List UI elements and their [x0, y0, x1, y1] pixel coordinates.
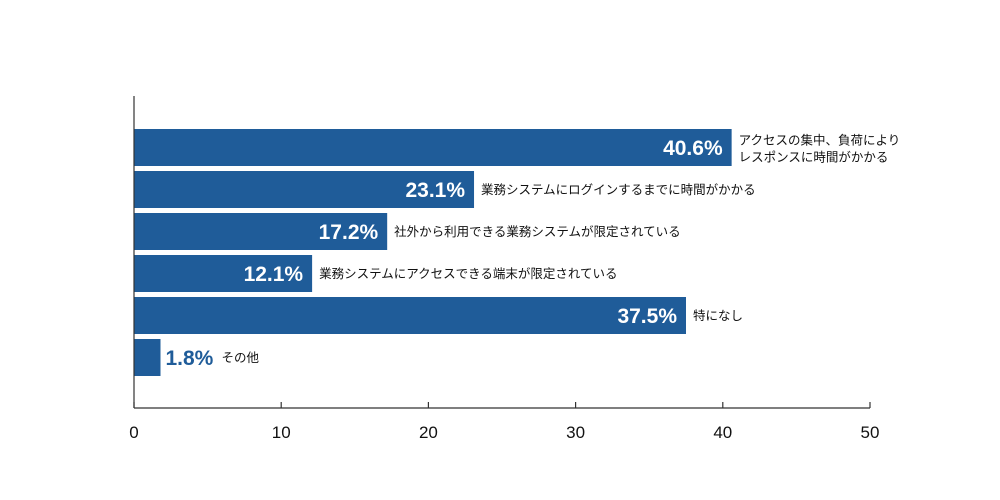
data-label: 40.6% [663, 137, 723, 160]
category-label: 業務システムにログインするまでに時間がかかる [481, 182, 756, 197]
bar [134, 129, 732, 166]
x-tick-label: 10 [272, 423, 291, 442]
bar [134, 213, 388, 250]
category-label-line: 特になし [693, 308, 743, 323]
category-label: 社外から利用できる業務システムが限定されている [394, 224, 681, 239]
bar [134, 339, 161, 376]
category-label: 特になし [693, 308, 743, 323]
data-label: 23.1% [405, 179, 465, 202]
bars-layer: 40.6% アクセスの集中、負荷によりレスポンスに時間がかかる 23.1% 業務システ… [134, 129, 900, 376]
ticks-layer: 0 10 20 30 40 50 [129, 402, 879, 442]
category-label-line: 業務システムにアクセスできる端末が限定されている [319, 266, 617, 281]
category-label-line: レスポンスに時間がかかる [739, 150, 889, 165]
bar [134, 297, 686, 334]
category-label-line: その他 [221, 350, 259, 365]
bar [134, 255, 313, 292]
x-tick-label: 0 [129, 423, 138, 442]
x-tick-label: 50 [861, 423, 880, 442]
x-tick-label: 30 [566, 423, 585, 442]
data-label: 1.8% [165, 347, 213, 370]
category-label-line: アクセスの集中、負荷により [739, 133, 901, 148]
category-label: アクセスの集中、負荷によりレスポンスに時間がかかる [739, 133, 901, 165]
bar [134, 171, 475, 208]
category-label-line: 業務システムにログインするまでに時間がかかる [481, 182, 756, 197]
data-label: 12.1% [244, 263, 304, 286]
category-label-line: 社外から利用できる業務システムが限定されている [394, 224, 681, 239]
category-label: 業務システムにアクセスできる端末が限定されている [319, 266, 617, 281]
axis-layer [133, 96, 870, 409]
data-label: 37.5% [617, 305, 677, 328]
category-label: その他 [221, 350, 259, 365]
data-label: 17.2% [319, 221, 379, 244]
x-tick-label: 20 [419, 423, 438, 442]
x-tick-label: 40 [713, 423, 732, 442]
